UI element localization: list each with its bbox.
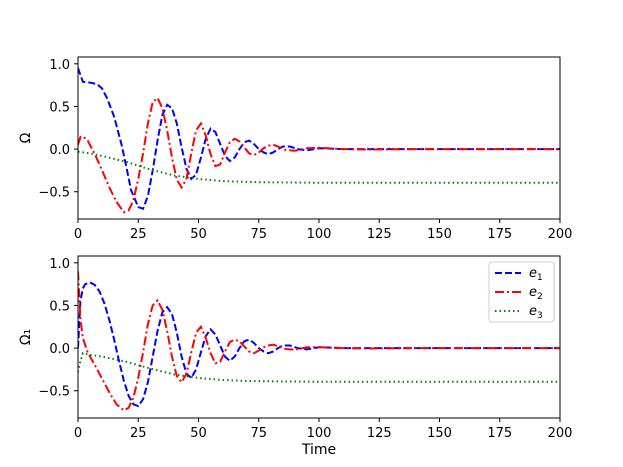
legend-box	[488, 261, 555, 323]
subplot-2: 0 25 50 75 100 125 150 175 200 −0.5 0.0 0.5 1.0 Ω₁ Tim…	[18, 255, 573, 458]
x-tick-label: 175	[487, 227, 512, 242]
y-tick-label: 1.0	[49, 257, 70, 272]
series-line-e2	[78, 271, 560, 412]
x-tick-label: 200	[548, 227, 573, 242]
x-tick-label: 0	[74, 227, 82, 242]
x-tick-label: 100	[307, 227, 332, 242]
series-line-e3	[78, 352, 560, 383]
x-tick-label: 200	[548, 426, 573, 441]
x-tick-label: 150	[427, 227, 452, 242]
y-tick-label: −0.5	[38, 186, 70, 201]
x-tick-label: 75	[250, 426, 267, 441]
y-tick-label: 1.0	[49, 58, 70, 73]
axes-frame	[77, 255, 561, 419]
y-tick-label: −0.5	[38, 385, 70, 400]
x-tick-label: 150	[427, 426, 452, 441]
y-axis-label: Ω₁	[18, 329, 34, 345]
x-tick-label: 75	[250, 227, 267, 242]
x-tick-label: 50	[190, 227, 207, 242]
y-tick-label: 0.0	[49, 143, 70, 158]
x-tick-label: 25	[130, 227, 147, 242]
x-tick-label: 100	[307, 426, 332, 441]
x-axis-label: Time	[301, 442, 336, 458]
subplot-1: 0 25 50 75 100 125 150 175 200 −0.5 0.0 0.5 1.0 Ω	[18, 56, 573, 242]
x-tick-label: 125	[367, 426, 392, 441]
y-tick-label: 0.5	[49, 100, 70, 115]
y-tick-label: 0.0	[49, 342, 70, 357]
x-tick-label: 125	[367, 227, 392, 242]
x-tick-label: 25	[130, 426, 147, 441]
series-line-s2	[78, 96, 560, 214]
y-axis-label: Ω	[18, 132, 34, 143]
y-tick-label: 0.5	[49, 299, 70, 314]
axes-frame	[77, 56, 561, 220]
x-tick-label: 0	[74, 426, 82, 441]
x-tick-label: 50	[190, 426, 207, 441]
series-line-s1	[78, 67, 560, 211]
series-line-s3	[78, 150, 560, 184]
series-line-e1	[78, 281, 560, 408]
x-tick-label: 175	[487, 426, 512, 441]
